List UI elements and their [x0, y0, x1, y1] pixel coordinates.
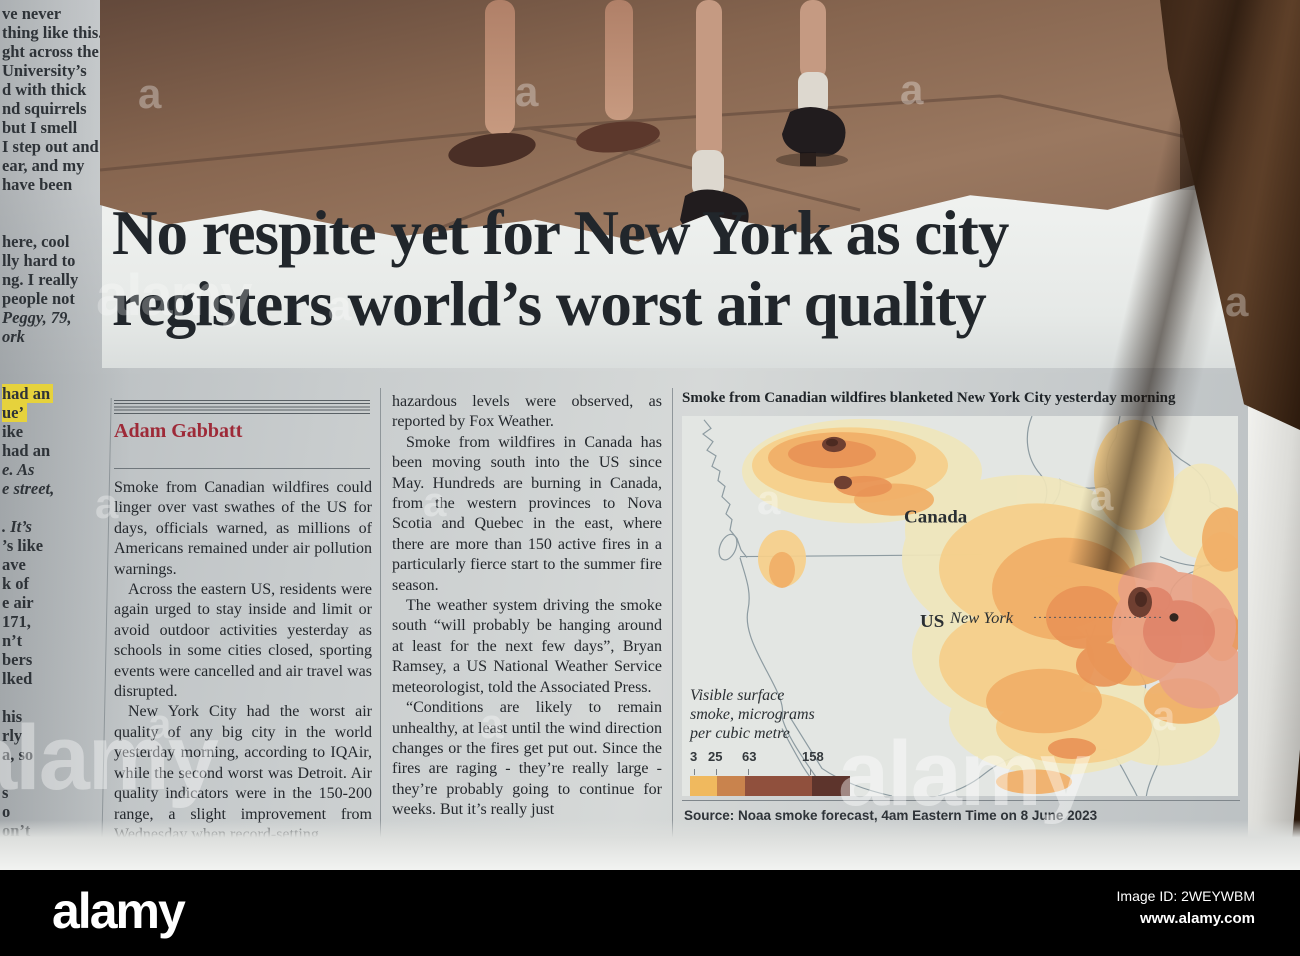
column-fragment-line: ike [2, 422, 24, 441]
map-bottom-rule [682, 800, 1240, 801]
map-label-new-york: New York [949, 610, 1014, 627]
legend-caption-3: per cubic metre [690, 725, 790, 742]
legend-color-segment [690, 776, 717, 796]
legend-tick [694, 769, 695, 775]
paragraph: hazardous levels were observed, as repor… [392, 393, 662, 431]
column-fragment-line: people not [2, 289, 75, 308]
legend-caption-1: Visible surface [690, 687, 785, 704]
new-york-dot [1169, 613, 1179, 622]
column-fragment-line: ear, and my [2, 156, 85, 175]
column-fragment-line [2, 498, 102, 517]
column-rule-2 [672, 388, 673, 846]
legend-tick [810, 769, 811, 775]
map-legend: Visible surface smoke, micrograms per cu… [690, 686, 880, 796]
column-fragment-line: here, cool [2, 232, 70, 251]
column-fragment-line: his [2, 707, 23, 726]
column-fragment-line: o [2, 802, 11, 821]
column-fragment-line: e. As [2, 460, 35, 479]
legend-tick [716, 769, 717, 775]
paragraph: Across the eastern US, residents were ag… [114, 581, 372, 701]
column-fragment-line [2, 365, 102, 384]
headline-line-1: No respite yet for New York as city [112, 198, 1009, 268]
column-fragment-line: e street, [2, 479, 55, 498]
headline-line-2: registers world’s worst air quality [112, 269, 987, 339]
column-fragment-line: University’s [2, 61, 87, 80]
column-fragment-line: ght across the [2, 42, 99, 61]
pavement [100, 0, 1245, 244]
legend-scale-numbers: 3 25 63 158 [690, 749, 850, 769]
column-fragment-line: had an [2, 441, 51, 460]
column-fragment-line: bers [2, 650, 33, 669]
article-column-1: Smoke from Canadian wildfires could ling… [114, 478, 372, 848]
legend-tick [748, 769, 749, 775]
column-fragment-line: but I smell [2, 118, 78, 137]
column-fragment-line [2, 688, 102, 707]
column-fragment-line: d with thick [2, 80, 87, 99]
column-fragment-line: ork [2, 327, 25, 346]
column-fragment-line: nd squirrels [2, 99, 87, 118]
column-fragment-line: k of [2, 574, 30, 593]
legend-color-segment [812, 776, 850, 796]
legend-number: 63 [742, 749, 757, 764]
legend-color-bar [690, 776, 850, 796]
legend-color-segment [717, 776, 745, 796]
paragraph: Smoke from wildfires in Canada has been … [392, 433, 662, 594]
north-america-smoke-map: Canada US New York [682, 416, 1238, 796]
column-fragment-line: ’s like [2, 536, 44, 555]
column-fragment-line: Peggy, 79, [2, 308, 72, 327]
column-rule-1 [380, 388, 381, 846]
legend-color-segment [745, 776, 812, 796]
column-fragment-line [2, 213, 102, 232]
image-id: Image ID: 2WEYWBM [1116, 888, 1255, 904]
column-fragment-line: a, so [2, 745, 34, 764]
column-fragment-line: had an [2, 384, 102, 403]
column-fragment-line: ave [2, 555, 26, 574]
alamy-url[interactable]: www.alamy.com [1139, 910, 1255, 927]
map-title: Smoke from Canadian wildfires blanketed … [682, 390, 1176, 406]
legend-number: 158 [802, 749, 824, 764]
legend-number: 25 [708, 749, 723, 764]
pavement-joints [100, 96, 1245, 244]
byline-rules [114, 400, 370, 414]
smoke-map-panel: Smoke from Canadian wildfires blanketed … [682, 390, 1240, 840]
alamy-footer-bar: alamy Image ID: 2WEYWBM www.alamy.com [0, 870, 1300, 956]
map-label-canada: Canada [904, 507, 967, 527]
legend-ticks [690, 769, 850, 776]
legend-number: 3 [690, 749, 698, 764]
column-fragment-line: n’t [2, 631, 23, 650]
paragraph: Smoke from Canadian wildfires could ling… [114, 479, 372, 578]
legend-caption-2: smoke, micrograms [690, 706, 815, 723]
column-fragment-line: s [2, 783, 9, 802]
column-fragment-line [2, 764, 102, 783]
pedestrian-legs [446, 0, 848, 244]
column-fragment-line [2, 346, 102, 365]
smoke-darkest-spots [826, 438, 1147, 607]
column-fragment-line: ue’ [2, 403, 102, 422]
column-fragment-line: ve never [2, 4, 62, 23]
article-column-2: hazardous levels were observed, as repor… [392, 392, 662, 848]
column-fragment-line: 171, [2, 612, 31, 631]
column-fragment-line: rly [2, 726, 23, 745]
page-bottom-edge [0, 820, 1300, 870]
map-source: Source: Noaa smoke forecast, 4am Eastern… [684, 808, 1098, 823]
column-fragment-line: ng. I really [2, 270, 79, 289]
column-fragment-line: have been [2, 175, 73, 194]
adjacent-column-fragments: ve never thing like this. ght across the Un… [2, 4, 102, 854]
column-fragment-line: lly hard to [2, 251, 76, 270]
column-fragment-line: e air [2, 593, 34, 612]
article-headline: No respite yet for New York as city regi… [112, 198, 1242, 340]
paragraph: “Conditions are likely to remain unhealt… [392, 699, 662, 819]
alamy-logo: alamy [52, 883, 186, 939]
byline: Adam Gabbatt [114, 420, 243, 442]
column-fragment-line [2, 194, 102, 213]
map-label-us: US [920, 611, 944, 631]
column-fragment-line: thing like this. [2, 23, 102, 42]
column-fragment-line: I step out and [2, 137, 99, 156]
column-fragment-line: lked [2, 669, 33, 688]
paragraph: The weather system driving the smoke sou… [392, 597, 662, 696]
column-fragment-line: . It’s [2, 517, 32, 536]
byline-underline [114, 468, 370, 469]
